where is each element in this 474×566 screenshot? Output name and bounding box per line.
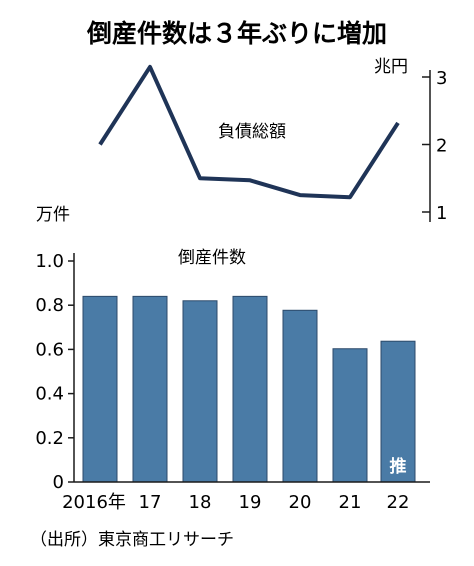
- bar-x-tick-label: 20: [289, 492, 312, 513]
- line-y-tick-label: 2: [436, 136, 447, 157]
- line-y-unit: 兆円: [374, 57, 408, 77]
- bar-series-label: 倒産件数: [178, 248, 246, 268]
- bar-x-tick-label: 22: [387, 492, 410, 513]
- bar: [332, 348, 368, 483]
- bar-x-tick-label: 17: [139, 492, 162, 513]
- bar-x-tick-label: 19: [239, 492, 262, 513]
- chart-title: 倒産件数は３年ぶりに増加: [86, 19, 387, 48]
- debt-series-line: [98, 64, 400, 200]
- bar-x-tick-label: 18: [189, 492, 212, 513]
- line-y-tick-label: 1: [436, 203, 447, 224]
- bar: [232, 295, 268, 483]
- bar: [282, 309, 318, 483]
- bar: [132, 295, 168, 483]
- bar: [82, 295, 118, 483]
- bar: [380, 340, 416, 483]
- source-note: （出所）東京商工リサーチ: [30, 530, 234, 550]
- bar-y-tick-label: 0.4: [35, 384, 64, 405]
- debt-series-label: 負債総額: [218, 122, 286, 142]
- bar-y-tick-label: 0.6: [35, 339, 64, 360]
- line-y-tick-label: 3: [436, 68, 447, 89]
- bankruptcy-bar-chart: 万件 倒産件数 0 0.2 0.4 0.6 0.8 1.0 推 2016年 17 18 19 20…: [35, 205, 430, 513]
- bar: [182, 300, 218, 483]
- estimate-annotation: 推: [390, 456, 407, 477]
- bar-y-tick-label: 0.8: [35, 295, 64, 316]
- bar-y-tick-label: 0.2: [35, 428, 64, 449]
- debt-line-chart: 兆円 負債総額 1 2 3: [98, 57, 447, 224]
- bar-x-tick-label: 21: [339, 492, 362, 513]
- bar-y-tick-label: 0: [53, 472, 64, 493]
- bar-x-tick-label: 2016年: [62, 492, 126, 513]
- bar-y-unit: 万件: [36, 205, 70, 225]
- bar-y-tick-label: 1.0: [35, 251, 64, 272]
